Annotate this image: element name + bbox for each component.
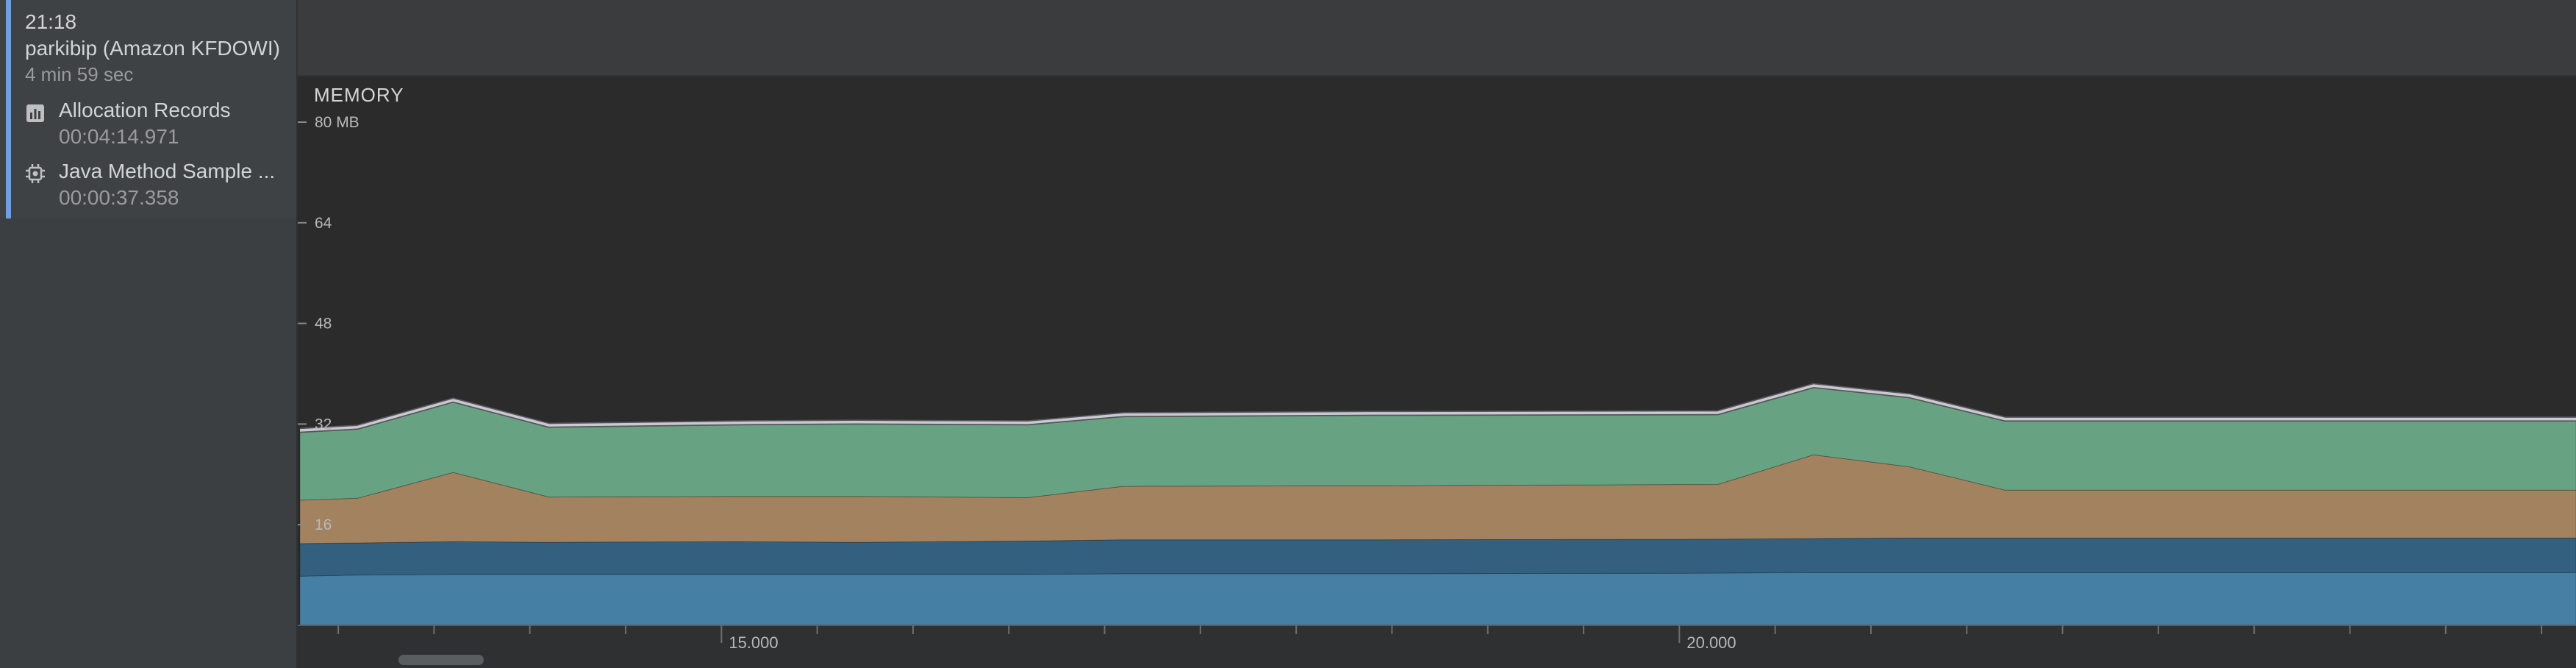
y-tick-label: 64 (315, 215, 332, 232)
y-tick-label: 48 (315, 316, 332, 333)
session-item[interactable]: 21:18 parkibip (Amazon KFDOWI) 4 min 59 … (0, 0, 296, 218)
x-tick-label: 15.000 (729, 633, 778, 652)
cpu-chip-icon (26, 164, 45, 183)
timeline-scrollbar-thumb[interactable] (398, 655, 484, 665)
y-tick-label: 80 MB (315, 114, 359, 131)
memory-area-layer-2 (299, 537, 2576, 577)
session-duration: 4 min 59 sec (25, 63, 134, 85)
x-tick-label: 20.000 (1686, 633, 1736, 652)
session-time: 21:18 (25, 10, 77, 33)
y-tick-label: 16 (315, 516, 332, 533)
y-tick-label: 32 (315, 416, 332, 433)
time-axis-band (298, 625, 2576, 668)
session-device: parkibip (Amazon KFDOWI) (25, 37, 280, 60)
memory-chart-title: MEMORY (314, 84, 404, 106)
record-time-java-method-sample: 00:00:37.358 (59, 186, 179, 209)
event-timeline-band (298, 0, 2576, 77)
memory-total-line (299, 384, 2576, 432)
memory-area-layer-1 (299, 572, 2576, 626)
memory-area-layer-4 (299, 385, 2576, 501)
bar-chart-icon (26, 104, 44, 122)
sessions-sidebar: 21:18 parkibip (Amazon KFDOWI) 4 min 59 … (0, 0, 298, 668)
record-time-allocation: 00:04:14.971 (59, 125, 179, 148)
session-selection-indicator (6, 0, 11, 218)
